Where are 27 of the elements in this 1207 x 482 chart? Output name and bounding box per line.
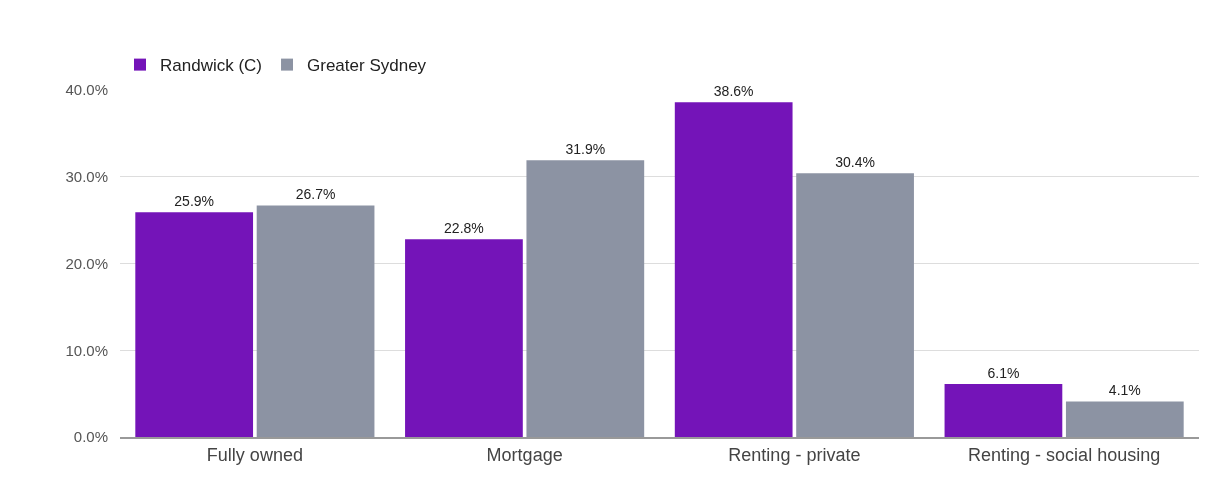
x-tick-label: Fully owned: [206, 444, 303, 465]
data-label: 6.1%: [987, 365, 1020, 382]
bar: [674, 102, 793, 437]
data-label: 38.6%: [713, 83, 754, 100]
y-tick-label: 0.0%: [73, 428, 108, 446]
data-label: 25.9%: [174, 193, 215, 210]
bar: [405, 239, 523, 437]
data-label: 26.7%: [295, 186, 336, 203]
data-label: 4.1%: [1108, 382, 1141, 399]
y-tick-label: 20.0%: [65, 254, 108, 272]
data-label: 31.9%: [565, 141, 606, 158]
bar: [135, 212, 254, 437]
y-tick-label: 10.0%: [65, 341, 108, 359]
y-tick-label: 40.0%: [65, 81, 108, 99]
legend-label: Randwick (C): [160, 56, 263, 76]
bar: [944, 384, 1063, 437]
bar: [256, 205, 375, 437]
bar: [526, 160, 645, 437]
data-label: 22.8%: [444, 220, 484, 237]
y-tick-label: 30.0%: [65, 168, 108, 185]
bar: [796, 173, 914, 437]
legend-label: Greater Sydney: [307, 56, 427, 76]
data-label: 30.4%: [835, 154, 875, 171]
x-tick-label: Renting - social housing: [968, 444, 1161, 465]
x-tick-label: Mortgage: [486, 444, 563, 465]
bar: [1065, 401, 1184, 437]
x-tick-label: Renting - private: [728, 444, 861, 465]
